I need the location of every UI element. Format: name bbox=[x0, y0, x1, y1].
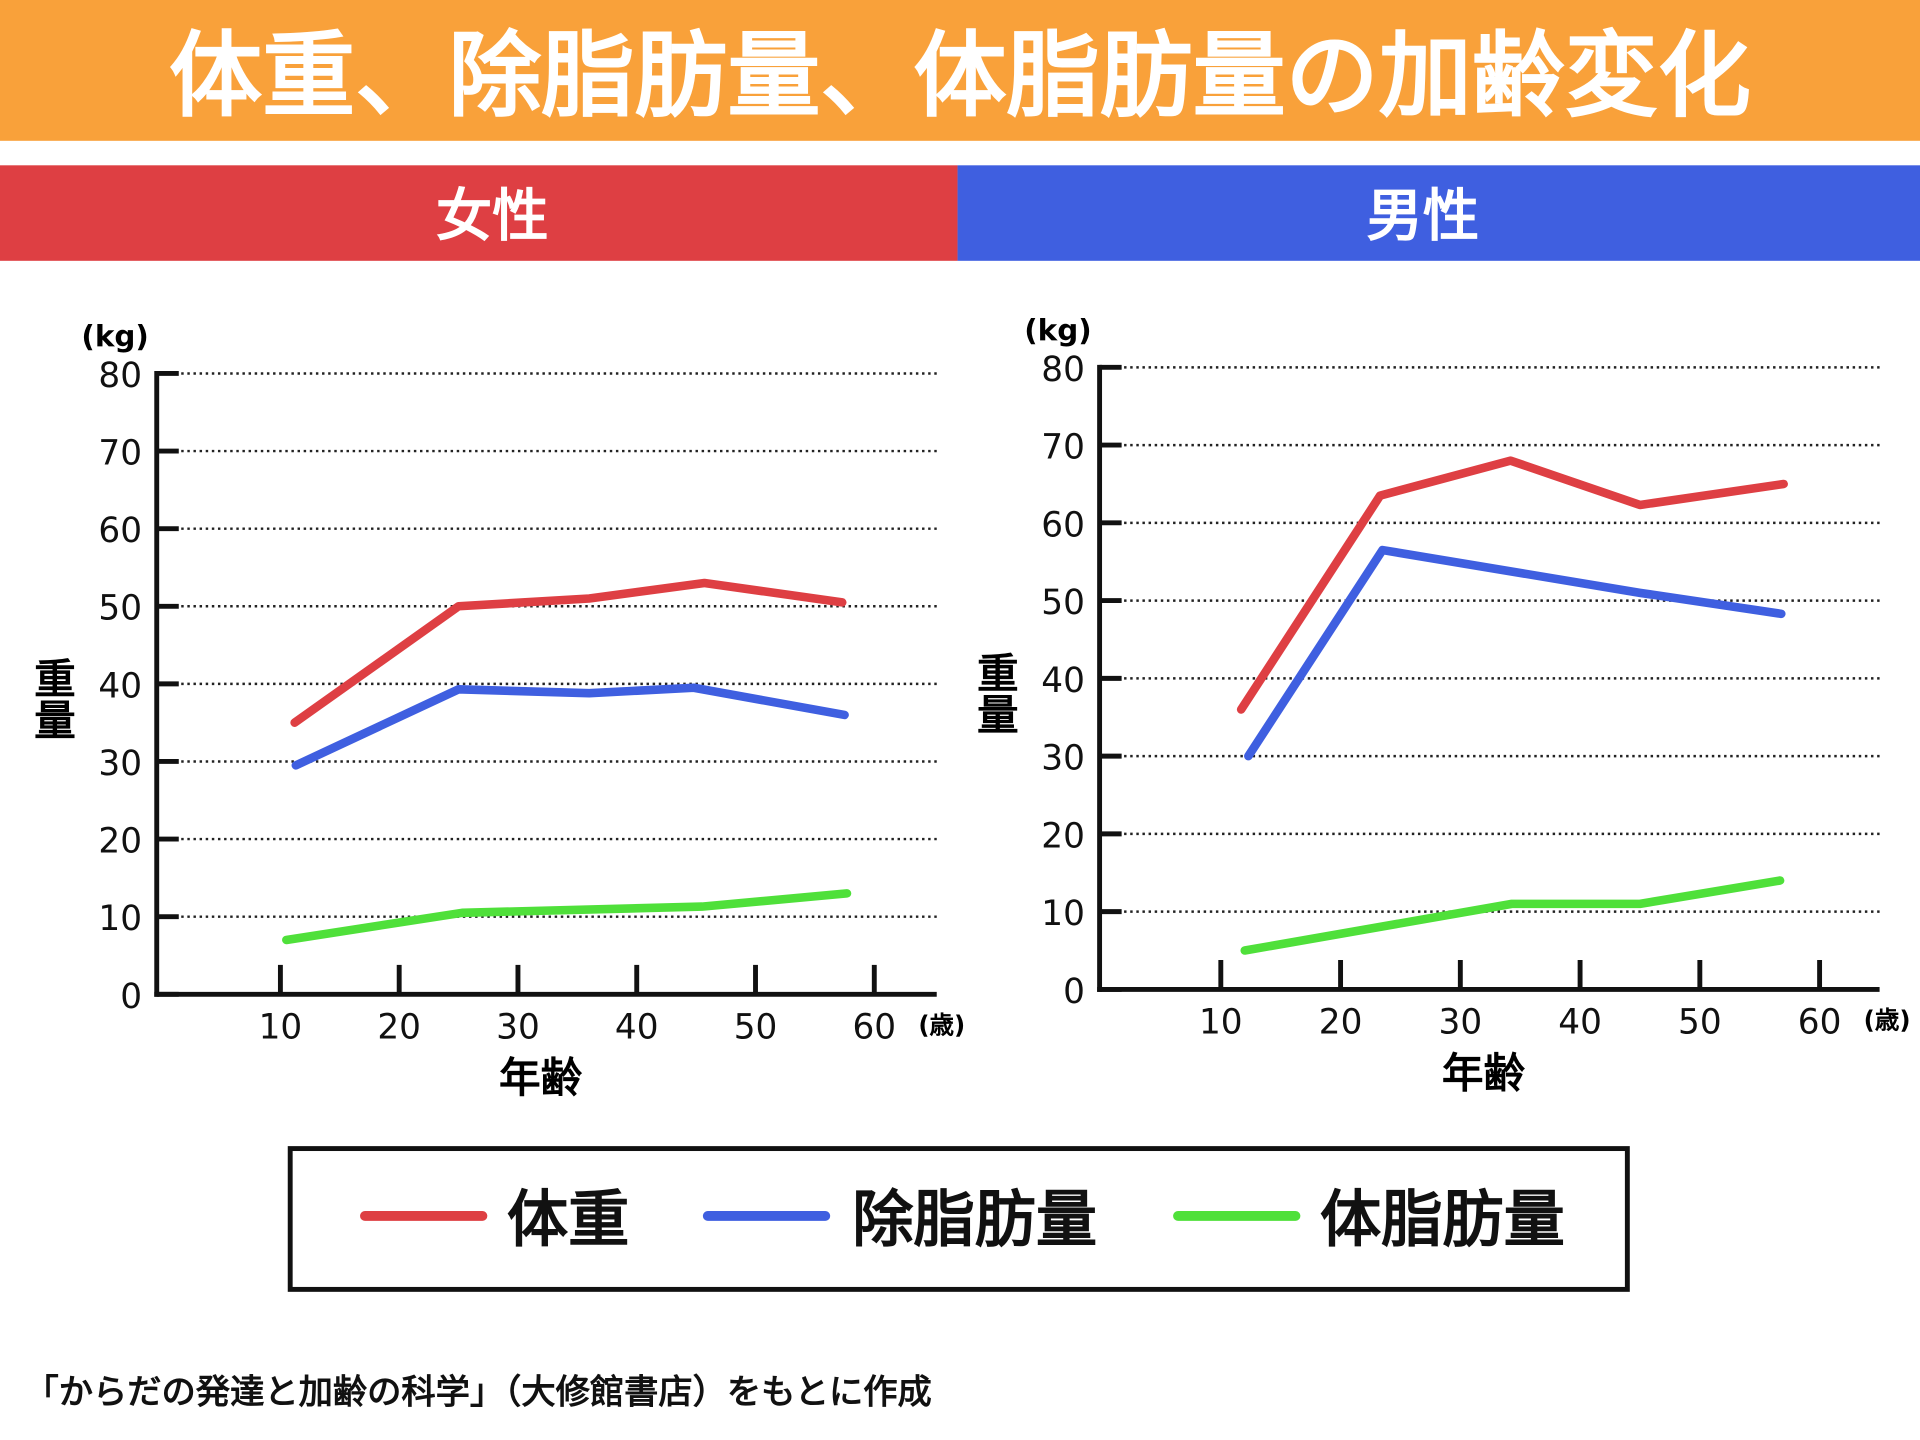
x-tick-label: 60 bbox=[852, 1007, 896, 1047]
x-tick-label: 40 bbox=[1558, 1002, 1602, 1042]
legend-label-lean: 除脂肪量 bbox=[852, 1184, 1097, 1255]
legend: 体重 除脂肪量 体脂肪量 bbox=[287, 1146, 1630, 1292]
y-tick-label: 50 bbox=[98, 589, 142, 629]
x-tick-label: 50 bbox=[734, 1007, 778, 1047]
legend-box bbox=[287, 1146, 1630, 1292]
y-tick-label: 20 bbox=[98, 822, 142, 862]
page-title: 体重、除脂肪量、体脂肪量の加齢変化 bbox=[169, 22, 1751, 130]
y-unit-label: (kg) bbox=[81, 320, 148, 354]
y-tick-label: 40 bbox=[98, 666, 142, 706]
series-line-lean bbox=[291, 683, 849, 770]
female-header-label: 女性 bbox=[436, 184, 549, 249]
x-tick-label: 60 bbox=[1798, 1002, 1842, 1042]
male-header-label: 男性 bbox=[1367, 184, 1480, 249]
x-axis-title: 年齢 bbox=[499, 1053, 583, 1102]
female-header bbox=[0, 165, 958, 261]
x-unit-label: (歳) bbox=[918, 1010, 965, 1039]
y-tick-label: 30 bbox=[1041, 739, 1085, 779]
y-tick-label: 0 bbox=[120, 977, 142, 1017]
x-tick-label: 30 bbox=[1439, 1002, 1483, 1042]
source-note: 「からだの発達と加齢の科学」（大修館書店）をもとに作成 bbox=[24, 1372, 931, 1412]
y-tick-label: 80 bbox=[1041, 350, 1085, 390]
x-tick-label: 10 bbox=[1199, 1002, 1243, 1042]
y-tick-label: 50 bbox=[1041, 583, 1085, 623]
x-unit-label: (歳) bbox=[1864, 1006, 1911, 1035]
y-axis-title: 重量 bbox=[27, 657, 76, 741]
series-line-weight bbox=[290, 578, 847, 727]
y-unit-label: (kg) bbox=[1024, 313, 1091, 347]
male-header bbox=[957, 165, 1920, 261]
male-chart: 0 10 20 30 40 50 60 70 80 10 20 30 40 50 60 (kg) (歳) 年齢 重量 bbox=[970, 313, 1911, 1097]
series-line-fat bbox=[1240, 876, 1785, 955]
female-chart: 0 10 20 30 40 50 60 70 80 10 20 30 40 50 60 (kg) (歳) 年齢 重量 bbox=[27, 320, 965, 1103]
series-line-lean bbox=[1244, 545, 1786, 761]
y-tick-label: 20 bbox=[1041, 816, 1085, 856]
title-banner bbox=[0, 0, 1920, 141]
x-tick-label: 20 bbox=[377, 1007, 421, 1047]
x-tick-label: 50 bbox=[1678, 1002, 1722, 1042]
series-line-weight bbox=[1236, 456, 1788, 714]
x-axis-title: 年齢 bbox=[1442, 1048, 1526, 1097]
y-tick-label: 70 bbox=[98, 434, 142, 474]
y-tick-label: 10 bbox=[1041, 894, 1085, 934]
y-axis-title: 重量 bbox=[970, 651, 1019, 735]
legend-label-fat: 体脂肪量 bbox=[1320, 1184, 1565, 1255]
y-tick-label: 70 bbox=[1041, 428, 1085, 468]
y-tick-label: 30 bbox=[98, 744, 142, 784]
y-tick-label: 60 bbox=[98, 511, 142, 551]
y-tick-label: 40 bbox=[1041, 661, 1085, 701]
y-tick-label: 60 bbox=[1041, 505, 1085, 545]
y-tick-label: 80 bbox=[98, 356, 142, 396]
x-tick-label: 10 bbox=[259, 1007, 303, 1047]
x-tick-label: 20 bbox=[1319, 1002, 1363, 1042]
y-tick-label: 0 bbox=[1063, 972, 1085, 1012]
series-line-fat bbox=[282, 889, 852, 945]
x-tick-label: 40 bbox=[615, 1007, 659, 1047]
x-tick-label: 30 bbox=[496, 1007, 540, 1047]
y-tick-label: 10 bbox=[98, 899, 142, 939]
legend-label-weight: 体重 bbox=[507, 1184, 629, 1255]
